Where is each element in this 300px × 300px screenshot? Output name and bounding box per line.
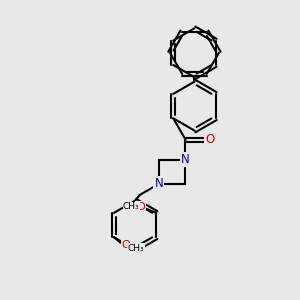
Text: N: N (181, 153, 190, 166)
Text: N: N (154, 177, 163, 190)
Text: CH₃: CH₃ (123, 202, 140, 211)
Text: O: O (205, 133, 214, 146)
Text: O: O (136, 202, 145, 212)
Text: CH₃: CH₃ (128, 244, 145, 253)
Text: O: O (122, 240, 130, 250)
